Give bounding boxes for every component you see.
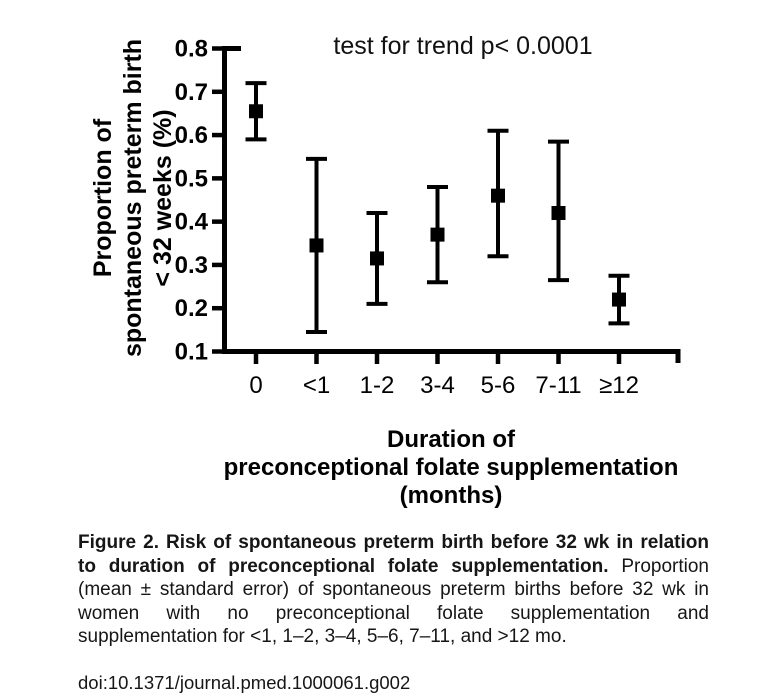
x-axis-title-line-3: (months) [399,482,503,509]
y-axis-title-line-3: < 32 weeks (%) [149,109,177,287]
y-tick-label: 0.5 [175,165,208,192]
data-point-marker [612,292,626,307]
x-tick-label: 5-6 [481,372,516,399]
y-tick-label: 0.1 [175,339,208,366]
data-point-marker [491,188,505,203]
figure-caption: Figure 2. Risk of spontaneous preterm bi… [78,531,709,649]
axis-spine [222,46,681,363]
y-tick-label: 0.7 [175,79,208,106]
trend-test-annotation: test for trend p< 0.0001 [333,32,593,60]
x-tick-label: 1-2 [360,372,395,399]
y-tick-label: 0.2 [175,295,208,322]
x-tick-label: 3-4 [420,372,455,399]
data-point-marker [551,205,566,220]
x-tick-label: <1 [303,372,330,399]
y-tick-label: 0.6 [175,122,208,149]
x-axis-title: Duration of preconceptional folate suppl… [221,426,681,510]
caption-title: Figure 2. Risk of spontaneous preterm bi… [78,532,709,577]
y-tick-label: 0.4 [175,209,209,236]
y-tick-label: 0.3 [175,252,208,279]
doi-line: doi:10.1371/journal.pmed.1000061.g002 [78,672,411,693]
y-axis-title-line-1: Proportion of [89,118,117,278]
data-point-marker [309,238,324,253]
y-tick-label: 0.8 [175,36,208,63]
y-axis-title: Proportion of spontaneous preterm birth … [88,33,178,363]
caption-body: Proportion (mean ± standard error) of sp… [78,555,709,648]
data-point-marker [249,104,263,119]
y-axis-title-line-2: spontaneous preterm birth [119,38,147,358]
error-bar-plot: 0.1 0.2 0.3 0.4 0.5 0.6 0.7 0.8 0 <1 1-2 3-4 5-6 7-11… [175,36,681,399]
x-axis-title-line-2: preconceptional folate supplementation [223,454,679,481]
data-point-marker [430,227,445,242]
x-tick-label: 0 [249,372,262,399]
x-axis-title-line-1: Duration of [387,426,515,453]
data-point-marker [370,251,384,266]
x-tick-label: ≥12 [599,372,639,399]
x-tick-label: 7-11 [535,372,581,399]
chart-area: 0.1 0.2 0.3 0.4 0.5 0.6 0.7 0.8 0 <1 1-2 3-4 5-6 7-11… [88,32,681,510]
